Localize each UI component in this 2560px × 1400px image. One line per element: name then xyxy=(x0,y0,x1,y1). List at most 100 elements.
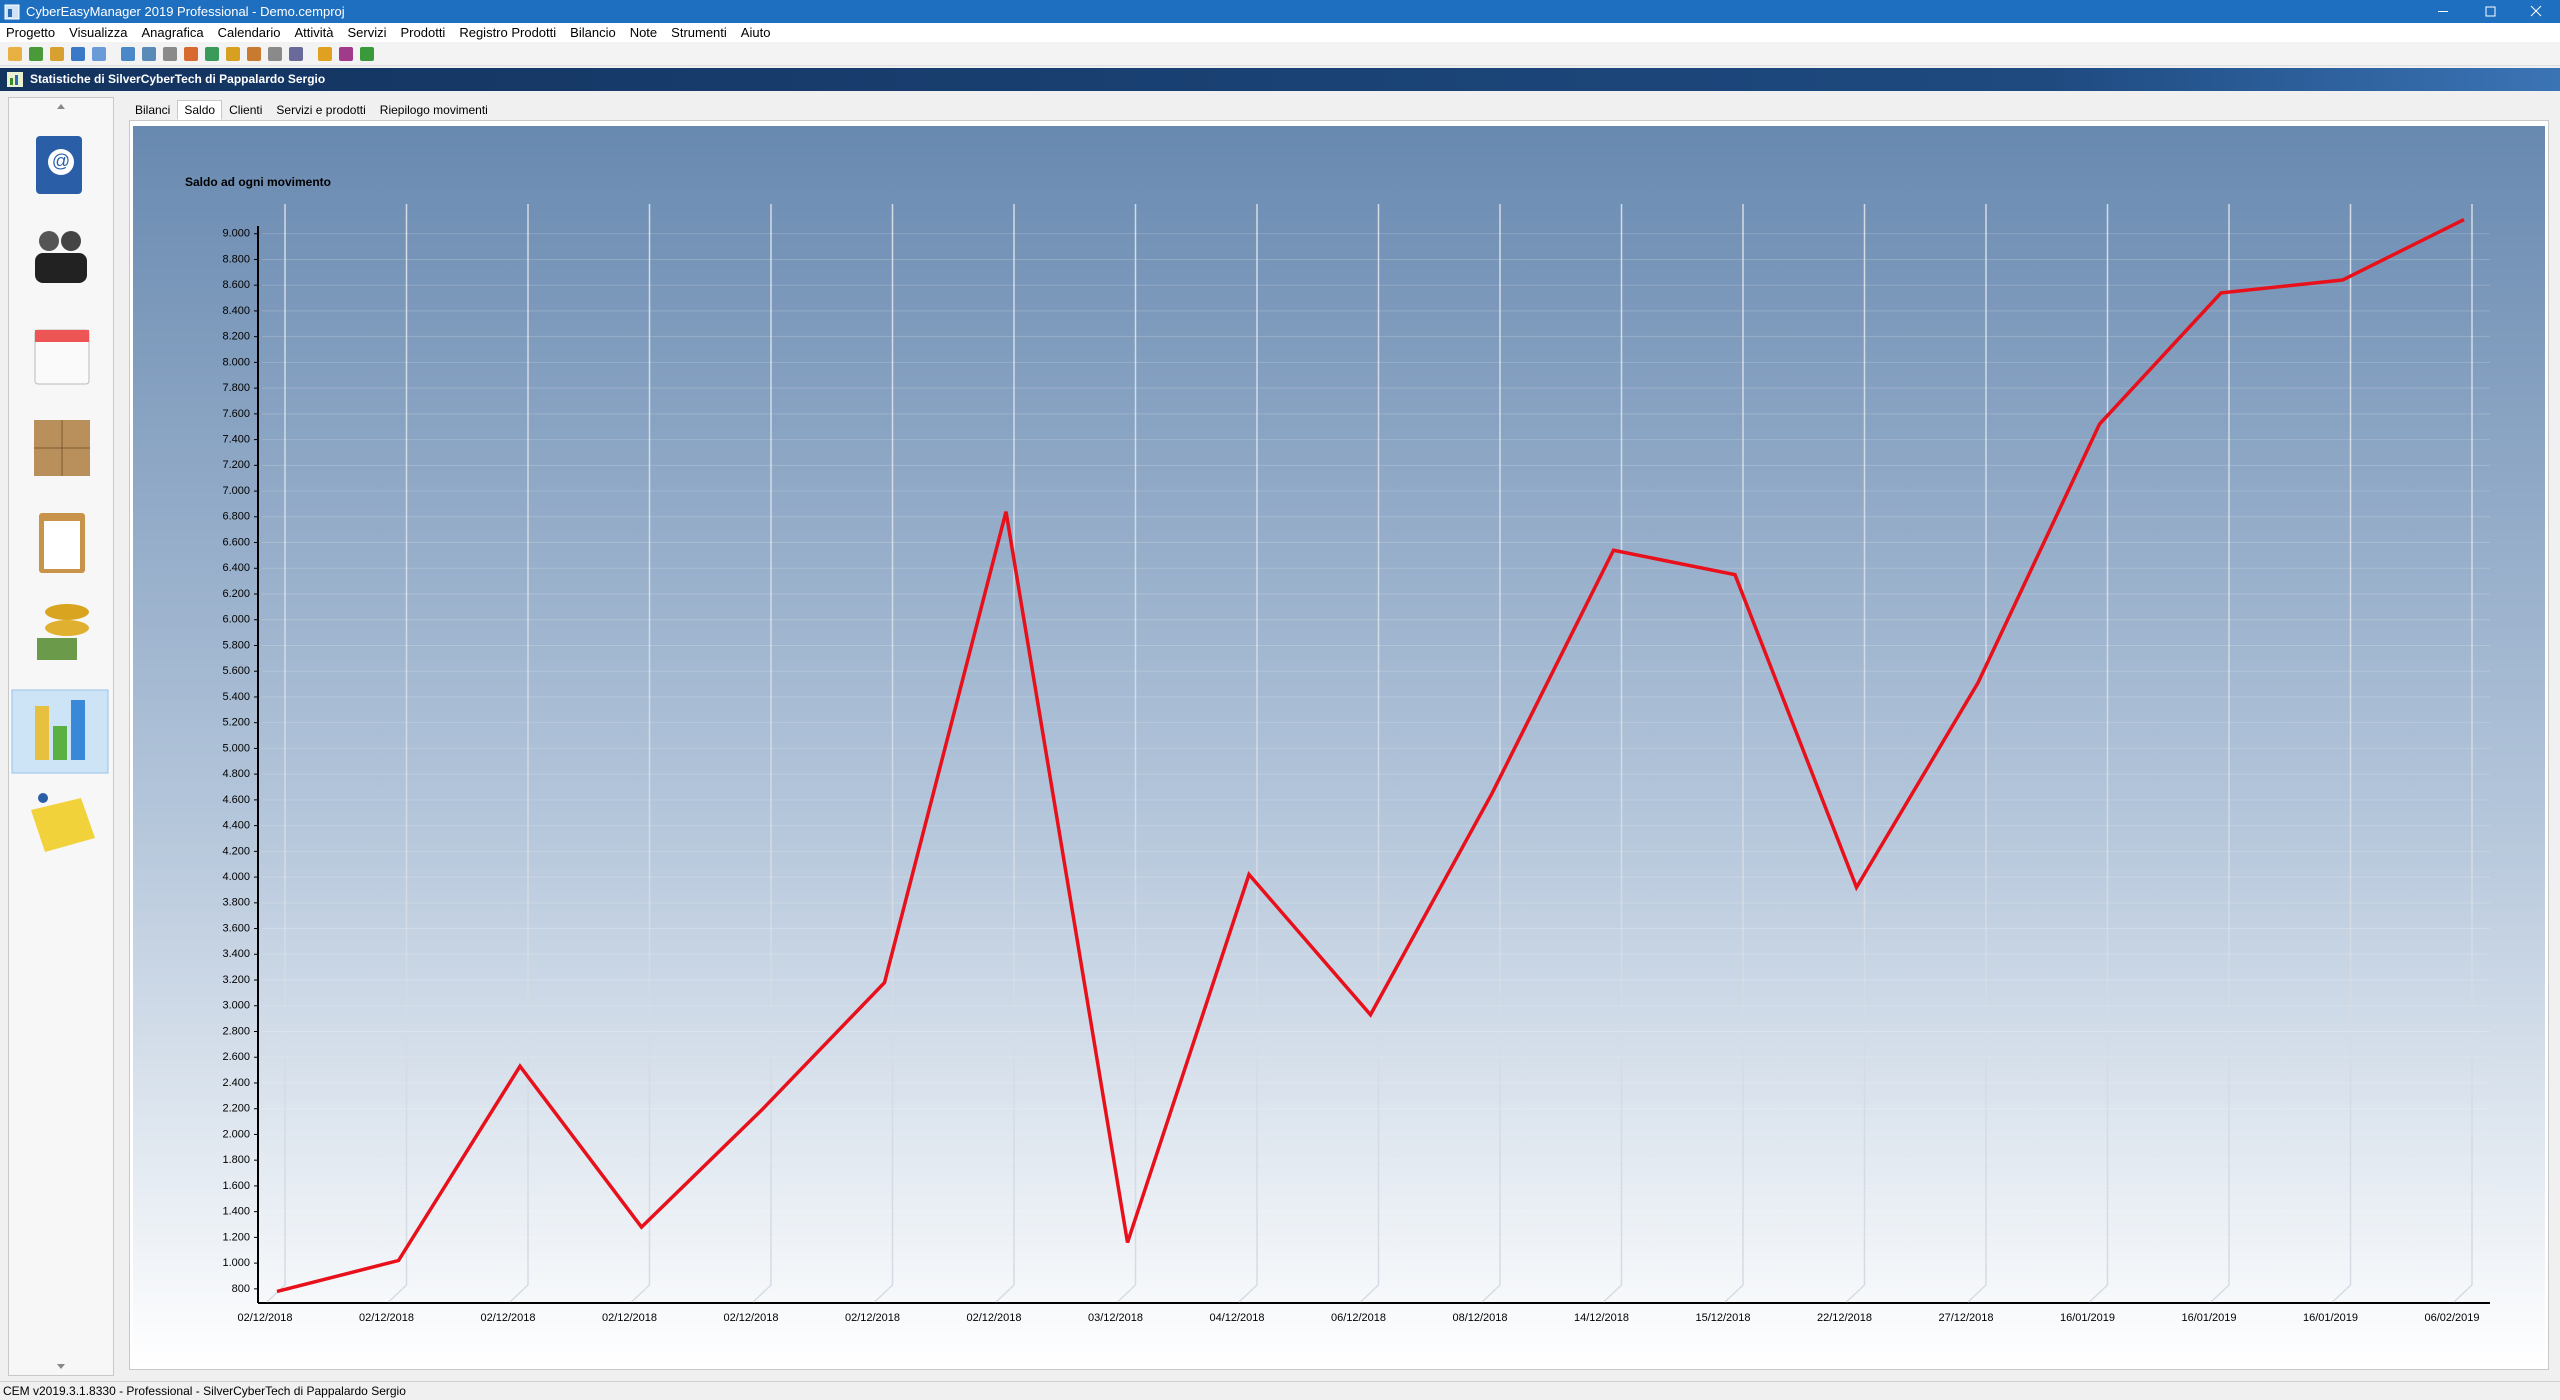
x-tick-label: 02/12/2018 xyxy=(723,1312,778,1324)
x-tick-label: 02/12/2018 xyxy=(966,1312,1021,1324)
toolbar-button[interactable] xyxy=(360,47,374,61)
menu-item[interactable]: Bilancio xyxy=(570,25,616,40)
menu-item[interactable]: Visualizza xyxy=(69,25,128,40)
toolbar-button[interactable] xyxy=(226,47,240,61)
menu-item[interactable]: Aiuto xyxy=(740,25,771,40)
y-tick-label: 6.800 xyxy=(222,511,250,523)
toolbar xyxy=(0,42,2560,66)
menu-item[interactable]: Attività xyxy=(294,25,334,40)
y-tick-label: 5.600 xyxy=(222,665,250,677)
chart: Saldo ad ogni movimento 02/12/2018 02/12/… xyxy=(133,126,2545,1366)
sidebar-icons: @ xyxy=(11,104,109,1369)
toolbar-button[interactable] xyxy=(247,47,261,61)
tab[interactable]: Servizi e prodotti xyxy=(276,103,366,117)
window-controls[interactable] xyxy=(2400,0,2560,23)
menu-item[interactable]: Prodotti xyxy=(400,25,446,40)
x-tick-label: 27/12/2018 xyxy=(1938,1312,1993,1324)
y-tick-label: 6.000 xyxy=(222,614,250,626)
x-tick-label: 03/12/2018 xyxy=(1088,1312,1143,1324)
tab[interactable]: Clienti xyxy=(229,103,263,117)
category-line xyxy=(509,1284,529,1303)
status-text: CEM v2019.3.1.8330 - Professional - Silv… xyxy=(3,1384,406,1398)
y-tick-label: 2.800 xyxy=(222,1025,250,1037)
toolbar-button[interactable] xyxy=(184,47,198,61)
x-tick-label: 08/12/2018 xyxy=(1452,1312,1507,1324)
category-line xyxy=(2331,1284,2352,1303)
menu-item[interactable]: Note xyxy=(629,25,658,40)
category-line xyxy=(1602,1284,1623,1303)
customers-icon[interactable] xyxy=(35,231,87,283)
category-line xyxy=(1359,1284,1380,1303)
x-tick-label: 16/01/2019 xyxy=(2060,1312,2115,1324)
y-tick-label: 3.800 xyxy=(222,897,250,909)
y-tick-label: 7.000 xyxy=(222,485,250,497)
toolbar-button[interactable] xyxy=(50,47,64,61)
tab[interactable]: Bilanci xyxy=(135,103,171,117)
activities-icon[interactable] xyxy=(39,513,85,573)
x-tick-label: 16/01/2019 xyxy=(2181,1312,2236,1324)
y-tick-label: 1.400 xyxy=(222,1206,250,1218)
x-tick-label: 06/02/2019 xyxy=(2424,1312,2479,1324)
sidebar: @ xyxy=(8,97,114,1376)
products-icon[interactable] xyxy=(34,420,90,476)
toolbar-button[interactable] xyxy=(29,47,43,61)
category-line xyxy=(1116,1284,1137,1303)
toolbar-button[interactable] xyxy=(121,47,135,61)
toolbar-button[interactable] xyxy=(268,47,282,61)
statistics-icon[interactable] xyxy=(35,700,85,760)
category-line xyxy=(630,1284,651,1303)
toolbar-button[interactable] xyxy=(8,47,22,61)
toolbar-button[interactable] xyxy=(71,47,85,61)
x-tick-label: 14/12/2018 xyxy=(1574,1312,1629,1324)
toolbar-button[interactable] xyxy=(205,47,219,61)
toolbar-button[interactable] xyxy=(289,47,303,61)
finance-icon[interactable] xyxy=(37,604,89,660)
toolbar-button[interactable] xyxy=(163,47,177,61)
menu-item[interactable]: Servizi xyxy=(347,25,387,40)
y-tick-label: 7.400 xyxy=(222,434,250,446)
y-tick-label: 7.200 xyxy=(222,459,250,471)
category-line xyxy=(995,1284,1015,1303)
calendar-icon[interactable] xyxy=(34,329,90,385)
window-title: CyberEasyManager 2019 Professional - Dem… xyxy=(26,4,345,19)
address-book-icon[interactable]: @ xyxy=(36,136,82,194)
y-tick-label: 8.800 xyxy=(222,253,250,265)
y-tick-label: 7.600 xyxy=(222,408,250,420)
toolbar-button[interactable] xyxy=(142,47,156,61)
y-tick-label: 4.200 xyxy=(222,845,250,857)
y-tick-label: 4.800 xyxy=(222,768,250,780)
toolbar-button[interactable] xyxy=(339,47,353,61)
tab-strip: Bilanci Saldo Clienti Servizi e prodotti Rie… xyxy=(128,100,495,120)
tab[interactable]: Riepilogo movimenti xyxy=(379,103,488,117)
menu-item[interactable]: Strumenti xyxy=(671,25,727,40)
y-tick-label: 7.800 xyxy=(222,382,250,394)
y-tick-label: 1.600 xyxy=(222,1180,250,1192)
menu-item[interactable]: Progetto xyxy=(6,25,56,40)
x-tick-label: 02/12/2018 xyxy=(845,1312,900,1324)
x-tick-label: 02/12/2018 xyxy=(480,1312,535,1324)
y-tick-label: 5.800 xyxy=(222,639,250,651)
x-tick-label: 02/12/2018 xyxy=(237,1312,292,1324)
tab[interactable]: Saldo xyxy=(177,100,223,120)
y-tick-label: 1.800 xyxy=(222,1154,250,1166)
toolbar-button[interactable] xyxy=(318,47,332,61)
y-tick-label: 8.200 xyxy=(222,331,250,343)
data-line xyxy=(276,217,2465,1294)
menu-item[interactable]: Calendario xyxy=(217,25,281,40)
y-tick-label: 2.600 xyxy=(222,1051,250,1063)
y-tick-label: 800 xyxy=(232,1283,250,1295)
menu-item[interactable]: Anagrafica xyxy=(141,25,204,40)
y-tick-label: 5.400 xyxy=(222,691,250,703)
y-tick-label: 2.200 xyxy=(222,1103,250,1115)
menu-item[interactable]: Registro Prodotti xyxy=(459,25,557,40)
y-tick-label: 8.400 xyxy=(222,305,250,317)
notes-icon[interactable] xyxy=(31,793,95,852)
toolbar-button[interactable] xyxy=(92,47,106,61)
y-tick-label: 4.400 xyxy=(222,820,250,832)
y-tick-label: 4.600 xyxy=(222,794,250,806)
category-line xyxy=(1481,1284,1501,1303)
section-header: Statistiche di SilverCyberTech di Pappal… xyxy=(0,68,2560,91)
y-tick-label: 6.400 xyxy=(222,562,250,574)
